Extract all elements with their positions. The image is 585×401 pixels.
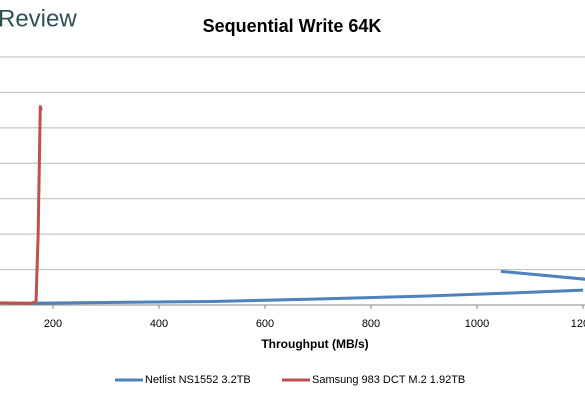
series-line: [26, 269, 585, 305]
x-tick-label: 600: [256, 318, 274, 330]
x-tick-label: 1200: [571, 318, 585, 330]
x-tick-label: 800: [362, 318, 380, 330]
x-tick-label: 200: [44, 318, 62, 330]
logo: Review: [0, 5, 77, 32]
series-line: [0, 105, 43, 305]
x-axis-label: Throughput (MB/s): [261, 337, 368, 351]
x-tick-label: 1000: [465, 318, 489, 330]
legend-label: Samsung 983 DCT M.2 1.92TB: [312, 374, 465, 386]
chart-title: Sequential Write 64K: [203, 16, 382, 36]
x-tick-label: 400: [150, 318, 168, 330]
legend-label: Netlist NS1552 3.2TB: [145, 374, 251, 386]
